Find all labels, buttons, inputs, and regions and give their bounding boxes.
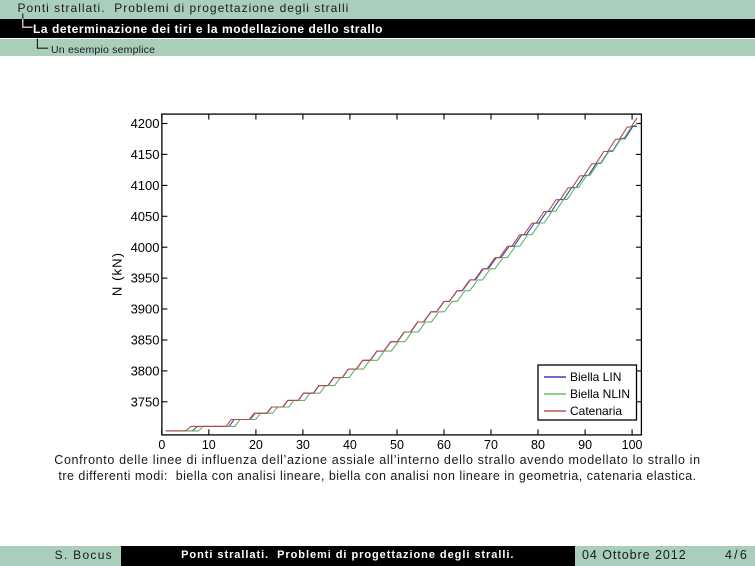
svg-text:3800: 3800 (131, 364, 160, 379)
svg-text:100: 100 (622, 438, 643, 452)
svg-text:30: 30 (296, 438, 310, 452)
svg-text:90: 90 (578, 438, 592, 452)
svg-text:40: 40 (343, 438, 357, 452)
svg-text:N (kN): N (kN) (110, 252, 125, 296)
svg-text:4100: 4100 (131, 178, 160, 193)
svg-text:3950: 3950 (131, 271, 160, 286)
svg-text:Catenaria: Catenaria (570, 404, 622, 418)
svg-text:4150: 4150 (131, 147, 160, 162)
svg-text:0: 0 (158, 438, 165, 452)
svg-text:Biella NLIN: Biella NLIN (570, 387, 630, 401)
svg-text:4050: 4050 (131, 209, 160, 224)
svg-text:4000: 4000 (131, 240, 160, 255)
svg-text:50: 50 (390, 438, 404, 452)
svg-text:Biella LIN: Biella LIN (570, 370, 621, 384)
svg-text:3850: 3850 (131, 333, 160, 348)
svg-text:3900: 3900 (131, 302, 160, 317)
svg-text:4200: 4200 (131, 116, 160, 131)
svg-text:60: 60 (437, 438, 451, 452)
svg-text:20: 20 (249, 438, 263, 452)
svg-text:80: 80 (531, 438, 545, 452)
svg-text:3750: 3750 (131, 394, 160, 409)
svg-text:10: 10 (202, 438, 216, 452)
svg-text:70: 70 (484, 438, 498, 452)
